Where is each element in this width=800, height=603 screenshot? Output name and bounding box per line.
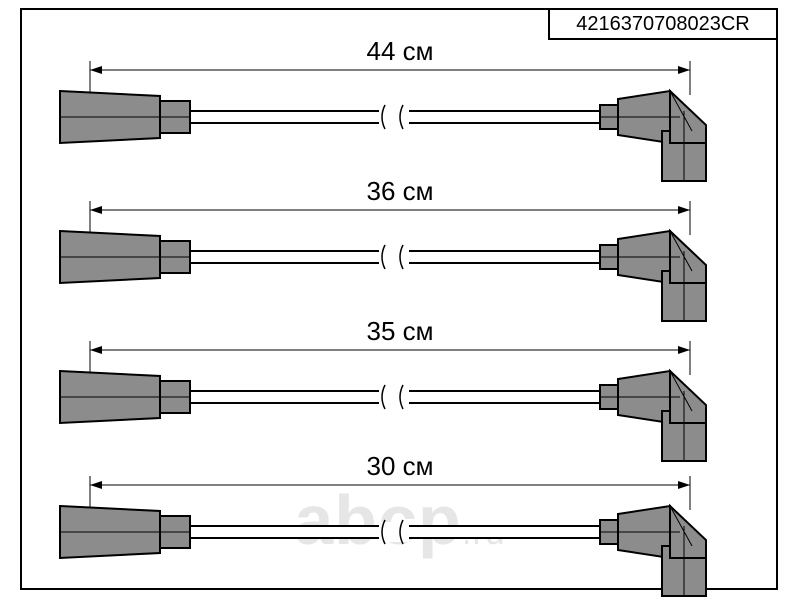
cable-row-3 [0, 0, 800, 603]
